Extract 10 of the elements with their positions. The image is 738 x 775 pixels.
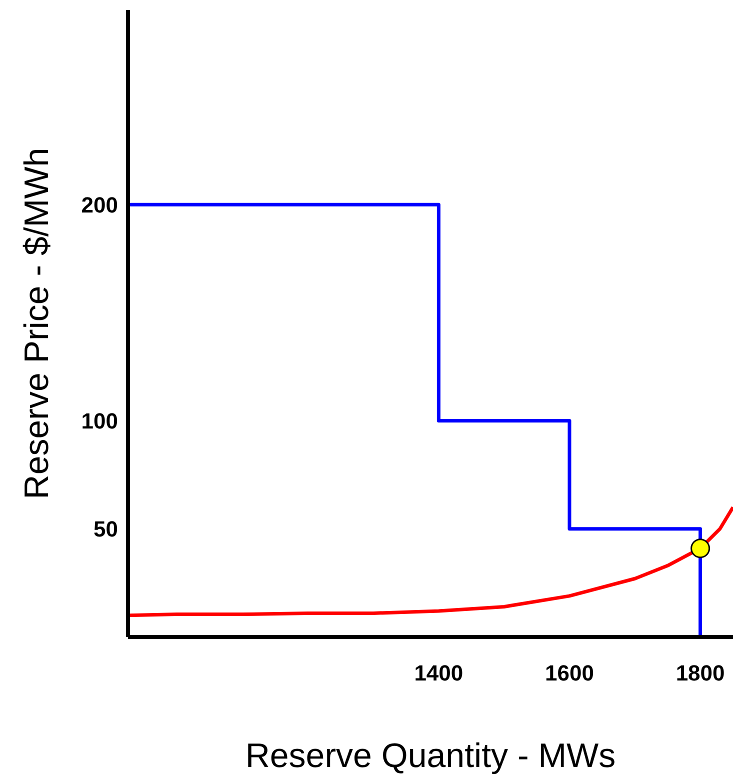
line-series: [128, 202, 702, 637]
y-tick-label: 100: [81, 408, 118, 434]
y-tick-label: 50: [94, 516, 118, 542]
x-tick-label: 1800: [676, 660, 725, 686]
x-tick-label: 1400: [414, 660, 464, 686]
y-tick-label: 200: [81, 192, 118, 218]
y-axis-title: Reserve Price - $/MWh: [18, 148, 56, 500]
x-axis-title: Reserve Quantity - MWs: [245, 737, 616, 775]
line-series: [128, 506, 733, 618]
x-tick-label: 1600: [545, 660, 594, 686]
